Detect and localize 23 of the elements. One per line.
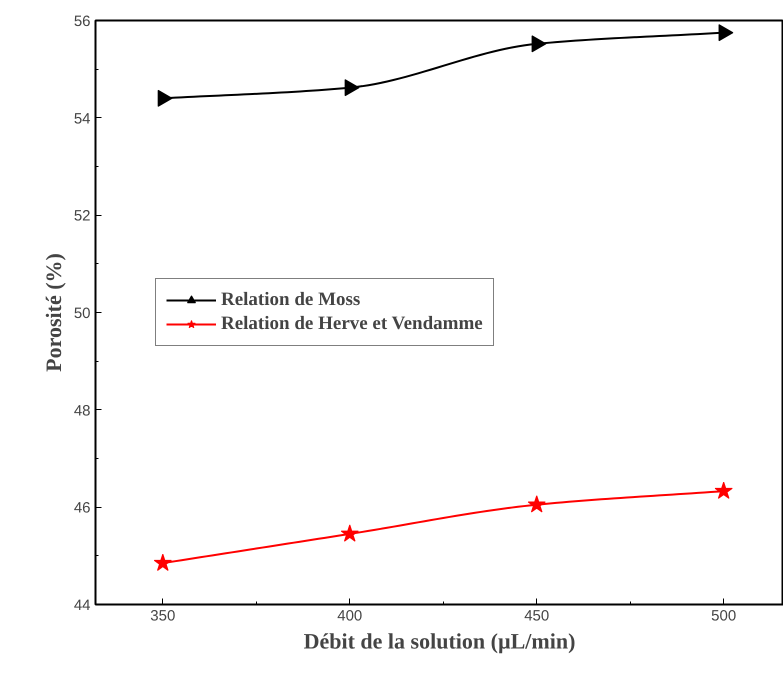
x-tick-label: 450 xyxy=(524,608,550,624)
point xyxy=(158,90,173,107)
point xyxy=(340,524,359,542)
y-tick-label: 50 xyxy=(74,305,91,322)
x-tick-label: 400 xyxy=(337,608,362,624)
x-tick-label: 500 xyxy=(711,608,736,624)
y-tick-label: 48 xyxy=(74,402,91,420)
point xyxy=(528,495,546,513)
point xyxy=(344,79,360,96)
point xyxy=(532,35,546,52)
point xyxy=(154,554,172,571)
y-tick-label: 56 xyxy=(74,13,91,30)
x-axis-title: Débit de la solution (µL/min) xyxy=(304,628,576,654)
legend-label: Relation de Herve et Vendamme xyxy=(221,313,483,335)
y-axis-title: Porosité (%) xyxy=(40,253,66,372)
y-tick-label: 54 xyxy=(74,110,91,128)
y-tick-label: 46 xyxy=(74,500,91,517)
y-tick-label: 44 xyxy=(74,597,91,614)
point xyxy=(714,482,733,499)
x-tick-label: 350 xyxy=(150,608,176,624)
point xyxy=(718,24,734,42)
y-tick-label: 52 xyxy=(74,208,91,225)
legend-label: Relation de Moss xyxy=(221,289,360,311)
